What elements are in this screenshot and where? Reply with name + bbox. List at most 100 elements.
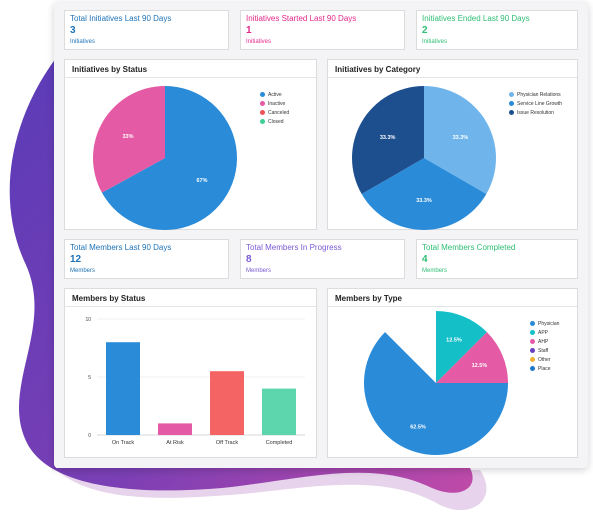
chart-title: Members by Type — [328, 289, 577, 307]
legend-dot-icon — [260, 110, 265, 115]
kpi-card-members-in-progress[interactable]: Total Members In Progress 8 Members — [240, 239, 405, 279]
pie-slice-service-line-growth[interactable] — [361, 158, 487, 230]
kpi-value: 1 — [246, 25, 252, 36]
legend-label: Other — [538, 356, 551, 363]
x-tick-label: At Risk — [166, 440, 184, 446]
legend: Active Inactive Canceled Closed — [260, 90, 289, 126]
legend-label: Canceled — [268, 109, 290, 116]
pie-data-label: 33% — [122, 134, 133, 140]
legend-label: Physician — [538, 320, 560, 327]
bar-completed[interactable] — [262, 388, 296, 435]
kpi-subtitle: Members — [70, 268, 96, 274]
legend-label: Physician Relations — [517, 91, 561, 98]
pie-data-label: 62.5% — [410, 424, 426, 430]
kpi-value: 8 — [246, 254, 252, 265]
pie-slice-inactive[interactable] — [93, 86, 165, 193]
legend-item[interactable]: Active — [260, 90, 289, 99]
kpi-card-initiatives-started[interactable]: Initiatives Started Last 90 Days 1 Initi… — [240, 10, 405, 50]
legend-dot-icon — [530, 348, 535, 353]
legend-dot-icon — [530, 366, 535, 371]
kpi-title: Total Members In Progress — [246, 243, 342, 252]
pie-slice-issue-resolution[interactable] — [352, 86, 424, 194]
kpi-card-initiatives-ended[interactable]: Initiatives Ended Last 90 Days 2 Initiat… — [416, 10, 578, 50]
chart-title: Members by Status — [65, 289, 316, 307]
chart-card-initiatives-by-status: Initiatives by Status 67% 33% Active Inac… — [64, 59, 317, 230]
pie-slice-physician[interactable] — [364, 332, 508, 455]
chart-title: Initiatives by Category — [328, 60, 577, 78]
legend-dot-icon — [509, 110, 514, 115]
kpi-subtitle: Members — [422, 268, 448, 274]
kpi-subtitle: Initiatives — [246, 39, 272, 45]
legend-dot-icon — [260, 92, 265, 97]
kpi-card-total-initiatives[interactable]: Total Initiatives Last 90 Days 3 Initiat… — [64, 10, 229, 50]
y-tick-label: 5 — [88, 375, 91, 381]
pie-slice-app[interactable] — [436, 311, 487, 383]
legend-item[interactable]: Closed — [260, 117, 289, 126]
legend-label: Active — [268, 91, 282, 98]
legend-item[interactable]: AHP — [530, 337, 559, 346]
legend-item[interactable]: Other — [530, 355, 559, 364]
bar-on-track[interactable] — [106, 342, 140, 435]
bar-off-track[interactable] — [210, 371, 244, 435]
legend-label: Inactive — [268, 100, 286, 107]
y-tick-label: 10 — [85, 317, 91, 323]
legend-dot-icon — [260, 119, 265, 124]
kpi-value: 12 — [70, 254, 82, 265]
pie-data-label: 33.3% — [416, 198, 432, 204]
kpi-title: Total Members Last 90 Days — [70, 243, 172, 252]
legend-item[interactable]: Inactive — [260, 99, 289, 108]
legend-label: APP — [538, 329, 549, 336]
kpi-title: Initiatives Started Last 90 Days — [246, 14, 357, 23]
pie-slice-active[interactable] — [101, 86, 238, 230]
pie-slice-ahp[interactable] — [436, 332, 508, 383]
x-tick-label: Completed — [266, 440, 293, 446]
legend: Physician APP AHP Staff Other Place — [530, 319, 559, 373]
pie-chart-initiatives-status: 67% 33% — [93, 86, 238, 230]
bar-chart-members-status: 0 5 10 On Track At Risk Off Track Completed — [85, 317, 305, 446]
kpi-title: Initiatives Ended Last 90 Days — [422, 14, 530, 23]
kpi-value: 3 — [70, 25, 76, 36]
legend-dot-icon — [260, 101, 265, 106]
kpi-subtitle: Members — [246, 268, 272, 274]
legend-item[interactable]: Place — [530, 364, 559, 373]
pie-chart-initiatives-category: 33.3% 33.3% 33.3% — [352, 86, 496, 230]
legend-dot-icon — [530, 357, 535, 362]
legend-item[interactable]: Canceled — [260, 108, 289, 117]
legend-item[interactable]: Physician — [530, 319, 559, 328]
chart-card-members-by-type: Members by Type 12.5% 12.5% 62.5% Physicia… — [327, 288, 578, 458]
legend-label: Staff — [538, 347, 549, 354]
pie-chart-members-type: 12.5% 12.5% 62.5% — [364, 311, 508, 455]
pie-data-label: 12.5% — [446, 338, 462, 344]
legend-dot-icon — [530, 330, 535, 335]
legend-label: Issue Resolution — [517, 109, 554, 116]
kpi-title: Total Members Completed — [422, 243, 516, 252]
legend-label: Service Line Growth — [517, 100, 563, 107]
legend-dot-icon — [530, 321, 535, 326]
legend-dot-icon — [530, 339, 535, 344]
chart-card-initiatives-by-category: Initiatives by Category 33.3% 33.3% 33.3% … — [327, 59, 578, 230]
x-tick-label: Off Track — [216, 440, 238, 446]
legend-item[interactable]: Physician Relations — [509, 90, 562, 99]
legend-dot-icon — [509, 92, 514, 97]
kpi-value: 4 — [422, 254, 428, 265]
bar-at-risk[interactable] — [158, 423, 192, 435]
pie-slice-physician-relations[interactable] — [424, 86, 496, 194]
pie-data-label: 33.3% — [380, 135, 396, 141]
legend-item[interactable]: Service Line Growth — [509, 99, 562, 108]
pie-data-label: 67% — [197, 178, 208, 184]
legend-item[interactable]: Issue Resolution — [509, 108, 562, 117]
kpi-card-total-members[interactable]: Total Members Last 90 Days 12 Members — [64, 239, 229, 279]
pie-data-label: 33.3% — [453, 135, 469, 141]
kpi-value: 2 — [422, 25, 428, 36]
kpi-subtitle: Initiatives — [422, 39, 448, 45]
legend-label: Place — [538, 365, 551, 372]
legend-item[interactable]: Staff — [530, 346, 559, 355]
legend-label: Closed — [268, 118, 284, 125]
chart-title: Initiatives by Status — [65, 60, 316, 78]
kpi-title: Total Initiatives Last 90 Days — [70, 14, 172, 23]
legend-item[interactable]: APP — [530, 328, 559, 337]
pie-data-label: 12.5% — [472, 363, 488, 369]
y-tick-label: 0 — [88, 433, 91, 439]
kpi-subtitle: Initiatives — [70, 39, 96, 45]
kpi-card-members-completed[interactable]: Total Members Completed 4 Members — [416, 239, 578, 279]
